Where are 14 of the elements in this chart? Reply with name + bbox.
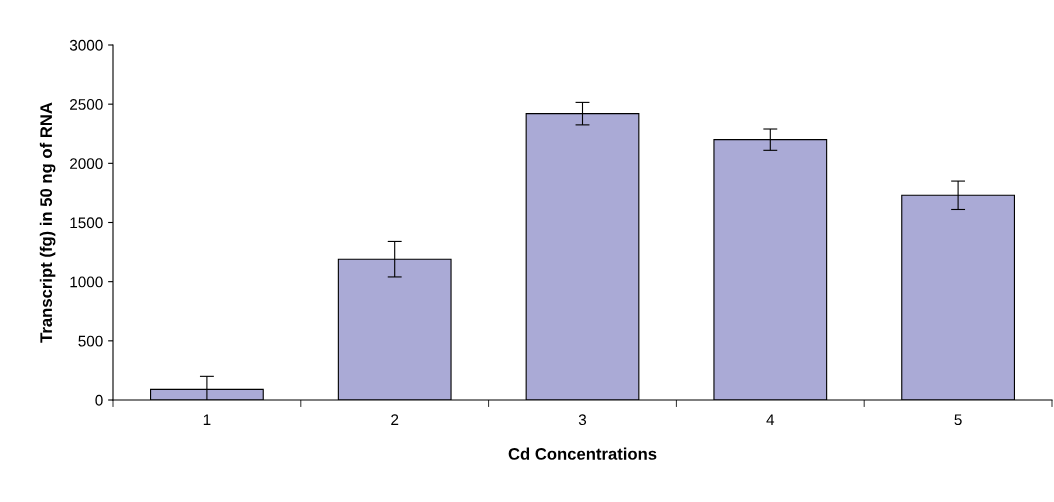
y-tick-label: 0 <box>95 394 103 406</box>
y-tick-label: 1500 <box>70 217 103 229</box>
x-tick-label: 1 <box>203 414 211 425</box>
y-tick-label: 1000 <box>70 276 103 288</box>
y-axis-title: Transcript (fg) in 50 ng of RNA <box>39 102 56 343</box>
x-tick-label: 5 <box>954 414 962 426</box>
x-axis-title: Cd Concentrations <box>508 447 657 460</box>
y-tick-label: 3000 <box>69 39 103 51</box>
x-tick-label: 3 <box>578 414 587 426</box>
y-tick-label: 2000 <box>70 158 103 170</box>
x-tick-label: 4 <box>766 414 775 425</box>
x-tick-label: 2 <box>391 414 399 425</box>
y-tick-label: 500 <box>78 335 103 347</box>
y-tick-label: 2500 <box>70 99 103 110</box>
